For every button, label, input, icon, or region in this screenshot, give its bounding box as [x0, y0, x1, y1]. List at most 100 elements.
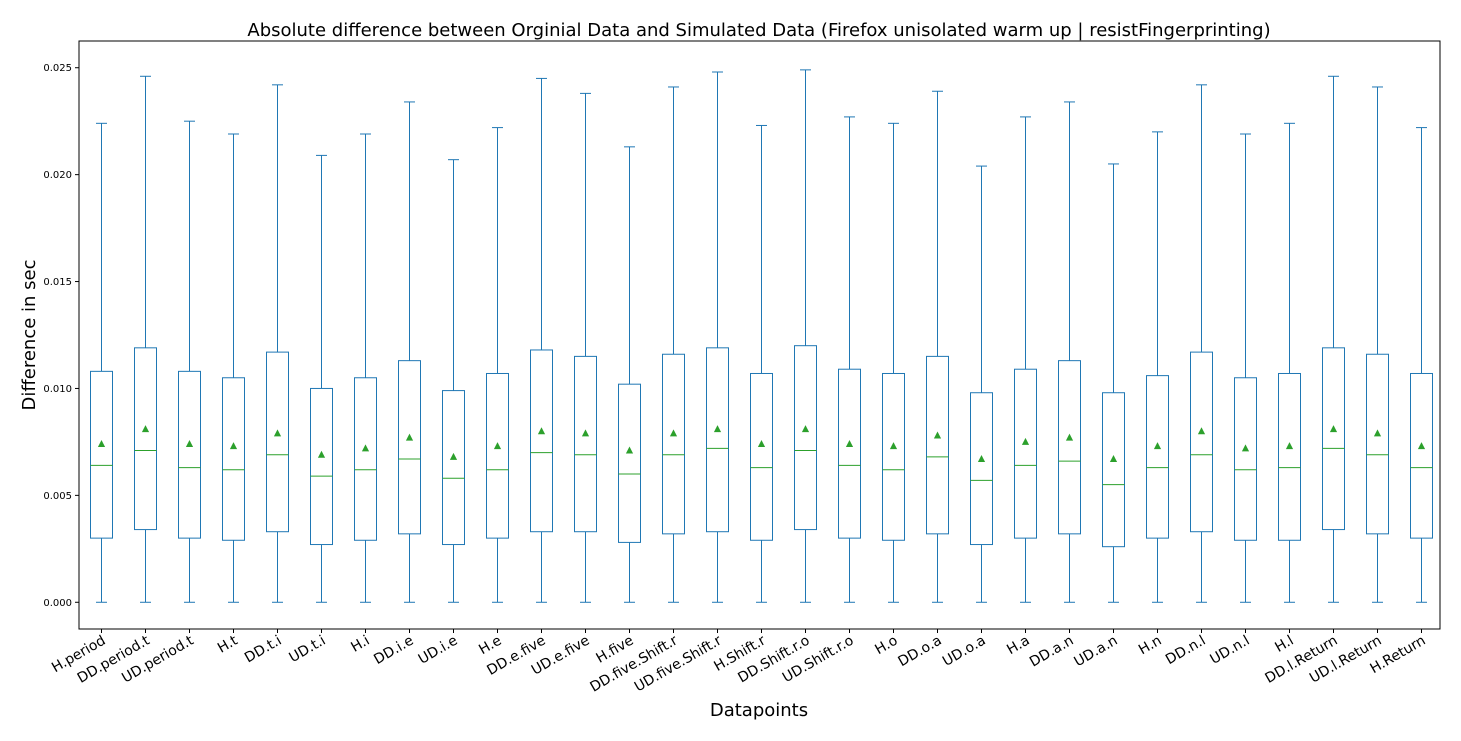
- x-tick-label: H.i: [348, 633, 372, 656]
- iqr-box: [662, 353, 685, 535]
- mean-marker: [1285, 442, 1294, 450]
- iqr-box: [1366, 353, 1389, 535]
- iqr-box: [222, 377, 245, 541]
- box-UD.o.a: [970, 165, 993, 603]
- x-tick-label: DD.n.l: [1163, 633, 1208, 668]
- box-H.i: [354, 133, 377, 603]
- box-UD.e.five: [574, 92, 597, 603]
- mean-marker: [97, 440, 106, 448]
- y-tick-label: 0.005: [43, 491, 72, 502]
- box-DD.five.Shift.r: [662, 86, 685, 603]
- iqr-box: [530, 349, 553, 533]
- x-tick-label: DD.t.i: [242, 633, 285, 667]
- iqr-box: [882, 372, 905, 541]
- iqr-box: [1146, 375, 1169, 539]
- mean-marker: [1109, 455, 1118, 463]
- box-H.Shift.r: [750, 124, 773, 603]
- iqr-box: [354, 377, 377, 541]
- mean-marker: [977, 455, 986, 463]
- x-tick-label: H.o: [872, 633, 900, 659]
- chart-title: Absolute difference between Orginial Dat…: [247, 20, 1270, 41]
- mean-marker: [1373, 429, 1382, 437]
- mean-marker: [933, 431, 942, 439]
- iqr-box: [1190, 351, 1213, 533]
- y-tick-label: 0.020: [43, 170, 72, 181]
- x-tick-label: H.n: [1136, 633, 1164, 659]
- box-DD.Shift.r.o: [794, 69, 817, 603]
- iqr-box: [1058, 360, 1081, 535]
- x-axis-label: Datapoints: [710, 700, 808, 721]
- box-DD.period.t: [134, 75, 157, 603]
- mean-marker: [185, 440, 194, 448]
- x-tick-label: H.t: [215, 632, 241, 656]
- mean-marker: [273, 429, 282, 437]
- mean-marker: [361, 444, 370, 452]
- box-UD.l.Return: [1366, 86, 1389, 603]
- iqr-box: [926, 355, 949, 535]
- mean-marker: [405, 433, 414, 441]
- iqr-box: [442, 390, 465, 546]
- mean-marker: [1153, 442, 1162, 450]
- mean-marker: [713, 425, 722, 433]
- y-axis-label: Difference in sec: [19, 260, 40, 411]
- mean-marker: [1021, 437, 1030, 445]
- mean-marker: [537, 427, 546, 435]
- x-tick-label: UD.n.l: [1208, 633, 1253, 668]
- x-tick-label: UD.o.a: [940, 633, 989, 670]
- mean-marker: [1329, 425, 1338, 433]
- iqr-box: [178, 370, 201, 539]
- x-tick-label: DD.i.e: [371, 633, 416, 668]
- iqr-box: [266, 351, 289, 533]
- y-axis: 0.000 0.005 0.010 0.015 0.020 0.025: [43, 63, 79, 609]
- box-H.o: [882, 122, 905, 603]
- iqr-box: [134, 347, 157, 531]
- mean-marker: [1065, 433, 1074, 441]
- box-DD.a.n: [1058, 101, 1081, 603]
- mean-marker: [1241, 444, 1250, 452]
- mean-marker: [1197, 427, 1206, 435]
- box-UD.Shift.r.o: [838, 116, 861, 603]
- mean-marker: [229, 442, 238, 450]
- iqr-box: [794, 345, 817, 531]
- box-H.e: [486, 127, 509, 603]
- mean-marker: [757, 440, 766, 448]
- box-H.t: [222, 133, 245, 603]
- iqr-box: [1014, 368, 1037, 539]
- box-DD.t.i: [266, 84, 289, 603]
- y-tick-label: 0.025: [43, 63, 72, 74]
- box-UD.i.e: [442, 159, 465, 603]
- box-series: [90, 69, 1433, 603]
- mean-marker: [581, 429, 590, 437]
- y-tick-label: 0.015: [43, 277, 72, 288]
- mean-marker: [141, 425, 150, 433]
- x-tick-label: H.e: [476, 633, 504, 659]
- x-tick-label: H.l: [1272, 633, 1296, 656]
- iqr-box: [1102, 392, 1125, 548]
- iqr-box: [574, 355, 597, 533]
- box-H.Return: [1410, 127, 1433, 603]
- iqr-box: [618, 383, 641, 543]
- box-H.l: [1278, 122, 1301, 603]
- mean-marker: [317, 450, 326, 458]
- box-H.five: [618, 146, 641, 603]
- iqr-box: [970, 392, 993, 546]
- box-DD.e.five: [530, 77, 553, 603]
- box-H.period: [90, 122, 113, 603]
- box-UD.period.t: [178, 120, 201, 603]
- mean-marker: [493, 442, 502, 450]
- box-UD.n.l: [1234, 133, 1257, 603]
- mean-marker: [845, 440, 854, 448]
- y-tick-label: 0.000: [43, 598, 72, 609]
- x-tick-label: DD.a.n: [1027, 633, 1077, 671]
- box-H.a: [1014, 116, 1037, 603]
- y-tick-label: 0.010: [43, 384, 72, 395]
- x-tick-label: UD.t.i: [286, 633, 328, 667]
- iqr-box: [1322, 347, 1345, 531]
- iqr-box: [750, 372, 773, 541]
- iqr-box: [310, 387, 333, 546]
- mean-marker: [1417, 442, 1426, 450]
- iqr-box: [1410, 372, 1433, 539]
- x-tick-label: H.a: [1004, 633, 1032, 659]
